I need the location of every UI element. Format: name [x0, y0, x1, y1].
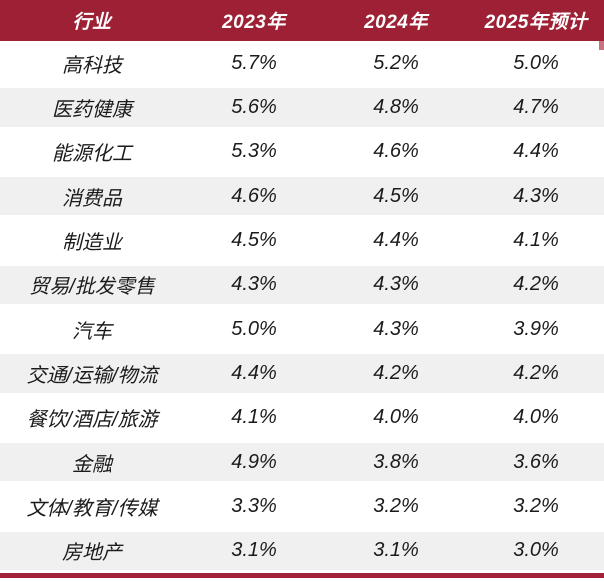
value-2023-cell: 5.0% — [231, 317, 277, 340]
value-2024-cell: 3.1% — [373, 539, 419, 562]
value-2023-cell: 4.4% — [231, 361, 277, 384]
header-cell-industry: 行业 — [72, 12, 112, 33]
table-header-row: 行业 2023年 2024年 2025年预计 — [0, 0, 604, 41]
table-row: 贸易/批发零售 4.3% 4.3% 4.2% — [0, 262, 604, 307]
value-2024-cell: 4.3% — [373, 317, 419, 340]
value-2025-cell: 3.0% — [513, 539, 559, 562]
value-2023-cell: 5.3% — [231, 140, 277, 163]
table-row: 交通/运输/物流 4.4% 4.2% 4.2% — [0, 351, 604, 396]
value-2024-cell: 4.3% — [373, 273, 419, 296]
value-2025-cell: 4.2% — [513, 273, 559, 296]
value-2024-cell: 3.2% — [373, 494, 419, 517]
industry-cell: 消费品 — [62, 187, 122, 210]
table-row: 高科技 5.7% 5.2% 5.0% — [0, 41, 604, 86]
industry-cell: 金融 — [72, 453, 112, 476]
industry-cell: 房地产 — [62, 542, 122, 565]
value-2025-cell: 4.2% — [513, 361, 559, 384]
table-row: 房地产 3.1% 3.1% 3.0% — [0, 528, 604, 573]
header-cell-2024: 2024年 — [364, 12, 428, 33]
industry-cell: 高科技 — [62, 54, 122, 77]
industry-cell: 制造业 — [62, 231, 122, 254]
edge-artifact — [599, 41, 604, 50]
table-row: 餐饮/酒店/旅游 4.1% 4.0% 4.0% — [0, 395, 604, 440]
table-row: 汽车 5.0% 4.3% 3.9% — [0, 306, 604, 352]
value-2023-cell: 3.1% — [231, 539, 277, 562]
industry-cell: 能源化工 — [52, 143, 132, 166]
value-2025-cell: 4.0% — [513, 406, 559, 429]
value-2024-cell: 4.6% — [373, 140, 419, 163]
value-2023-cell: 4.3% — [231, 273, 277, 296]
value-2025-cell: 5.0% — [513, 51, 559, 74]
value-2023-cell: 4.9% — [231, 450, 277, 473]
value-2023-cell: 4.1% — [231, 406, 277, 429]
value-2023-cell: 3.3% — [231, 494, 277, 517]
value-2025-cell: 3.2% — [513, 494, 559, 517]
table-body: 高科技 5.7% 5.2% 5.0% 医药健康 5.6% 4.8% 4.7% 能源化工 5.3% 4… — [0, 41, 604, 573]
industry-cell: 贸易/批发零售 — [29, 276, 155, 299]
table-row: 文体/教育/传媒 3.3% 3.2% 3.2% — [0, 484, 604, 529]
value-2025-cell: 4.4% — [513, 140, 559, 163]
industry-cell: 交通/运输/物流 — [26, 364, 158, 387]
value-2025-cell: 4.1% — [513, 228, 559, 251]
value-2024-cell: 4.8% — [373, 95, 419, 118]
value-2024-cell: 4.5% — [373, 184, 419, 207]
industry-cell: 汽车 — [72, 320, 112, 343]
value-2025-cell: 3.9% — [513, 317, 559, 340]
table-row: 制造业 4.5% 4.4% 4.1% — [0, 218, 604, 263]
value-2024-cell: 4.0% — [373, 406, 419, 429]
table-row: 能源化工 5.3% 4.6% 4.4% — [0, 129, 604, 174]
table-row: 消费品 4.6% 4.5% 4.3% — [0, 173, 604, 219]
header-cell-2023: 2023年 — [222, 12, 286, 33]
industry-cell: 文体/教育/传媒 — [26, 497, 158, 520]
value-2023-cell: 4.6% — [231, 184, 277, 207]
value-2024-cell: 3.8% — [373, 450, 419, 473]
value-2025-cell: 3.6% — [513, 450, 559, 473]
value-2023-cell: 4.5% — [231, 228, 277, 251]
value-2025-cell: 4.3% — [513, 184, 559, 207]
value-2025-cell: 4.7% — [513, 95, 559, 118]
table-row: 医药健康 5.6% 4.8% 4.7% — [0, 85, 604, 130]
value-2023-cell: 5.7% — [231, 51, 277, 74]
bottom-accent-line — [0, 573, 604, 578]
table-row: 金融 4.9% 3.8% 3.6% — [0, 439, 604, 485]
value-2024-cell: 4.4% — [373, 228, 419, 251]
header-cell-2025-forecast: 2025年预计 — [484, 12, 588, 33]
value-2024-cell: 5.2% — [373, 51, 419, 74]
value-2023-cell: 5.6% — [231, 95, 277, 118]
industry-cell: 医药健康 — [52, 98, 132, 121]
industry-cell: 餐饮/酒店/旅游 — [26, 409, 158, 432]
value-2024-cell: 4.2% — [373, 361, 419, 384]
